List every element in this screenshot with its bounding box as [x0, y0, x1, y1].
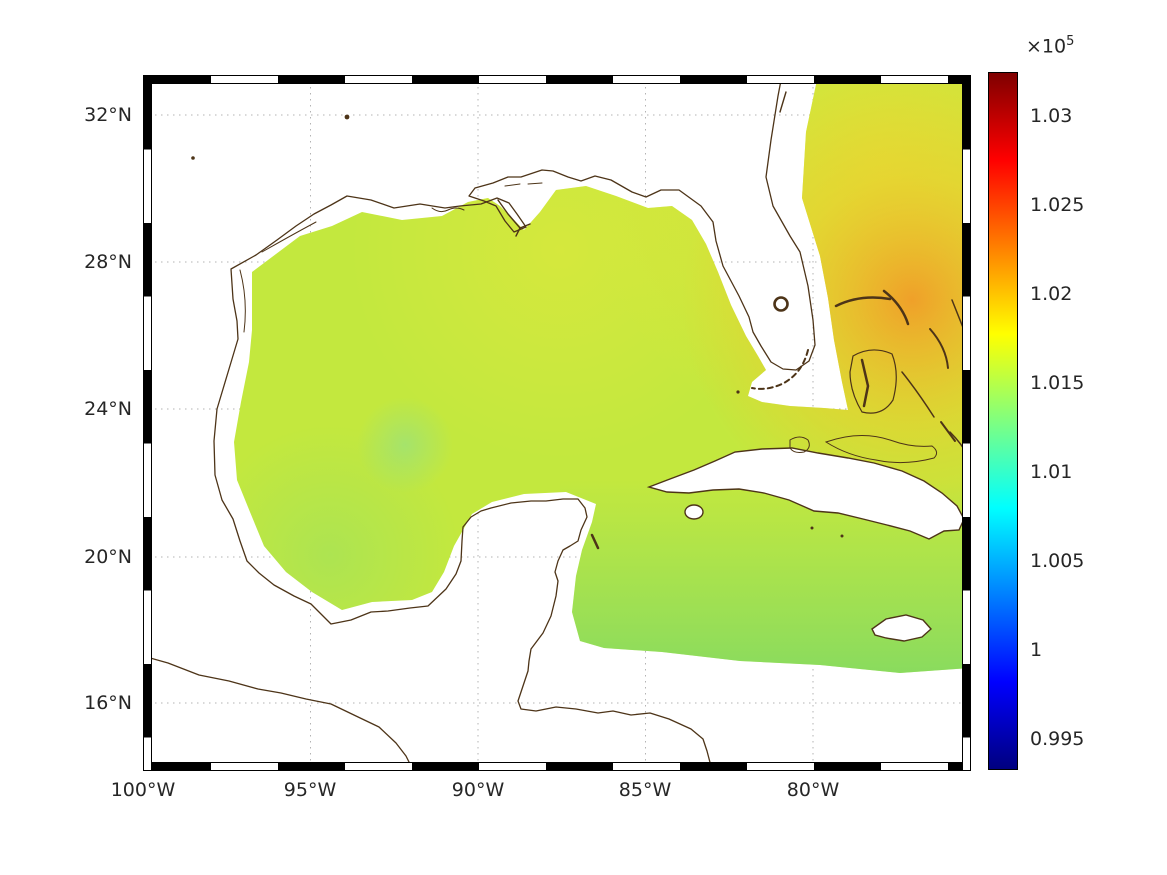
great-bahama-bank — [824, 434, 938, 464]
islands — [646, 447, 965, 642]
mississippi-delta — [497, 199, 531, 237]
colorbar — [988, 72, 1018, 770]
colorbar-multiplier: ×105 — [1026, 34, 1074, 57]
map-frame-left — [143, 75, 152, 771]
colorbar-tick-label: 1.015 — [1030, 372, 1085, 394]
y-tick-label-28n: 28°N — [84, 251, 132, 273]
cay-sal-bank — [789, 436, 810, 453]
colorbar-tick-label: 1.005 — [1030, 550, 1085, 572]
colorbar-tick-label: 1 — [1030, 639, 1043, 661]
cozumel-island — [590, 533, 600, 550]
map-frame-right — [962, 75, 971, 771]
colorbar-tick-label: 1.03 — [1030, 105, 1073, 127]
x-tick-label-80w: 80°W — [786, 779, 840, 801]
x-tick-label-90w: 90°W — [451, 779, 505, 801]
y-tick-label-32n: 32°N — [84, 104, 132, 126]
dry-tortugas-island — [736, 390, 740, 394]
x-tick-label-100w: 100°W — [110, 779, 176, 801]
inland-lake-dot-2 — [191, 156, 195, 160]
colorbar-tick-label: 1.025 — [1030, 194, 1085, 216]
colorbar-tick-label: 1.02 — [1030, 283, 1073, 305]
map-frame-top — [143, 75, 971, 84]
y-tick-label-24n: 24°N — [84, 398, 132, 420]
y-tick-label-16n: 16°N — [84, 692, 132, 714]
colorbar-multiplier-base: ×10 — [1026, 35, 1067, 58]
texas-barrier-islands — [239, 221, 317, 333]
colorbar-tick-label: 1.01 — [1030, 461, 1073, 483]
jamaica-island — [871, 614, 932, 642]
louisiana-marsh-detail — [431, 182, 543, 213]
cay-dot-1 — [810, 526, 814, 530]
georgia-coast-islands — [779, 91, 787, 113]
isle-of-youth-island — [684, 504, 704, 520]
florida-keys — [751, 349, 809, 390]
y-tick-label-20n: 20°N — [84, 546, 132, 568]
x-tick-label-85w: 85°W — [618, 779, 672, 801]
coastline — [143, 75, 844, 771]
x-tick-label-95w: 95°W — [283, 779, 337, 801]
cay-dot-2 — [840, 534, 844, 538]
cuba-island — [646, 447, 965, 540]
pacific-coast — [143, 655, 414, 771]
colorbar-multiplier-exponent: 5 — [1066, 34, 1075, 49]
mainland-coast — [213, 75, 816, 771]
inland-lake-dot-1 — [344, 114, 350, 120]
data-field — [234, 75, 970, 673]
colorbar-tick-label: 0.995 — [1030, 728, 1085, 750]
map-frame-bottom — [143, 762, 971, 771]
lake-okeechobee — [773, 296, 789, 312]
